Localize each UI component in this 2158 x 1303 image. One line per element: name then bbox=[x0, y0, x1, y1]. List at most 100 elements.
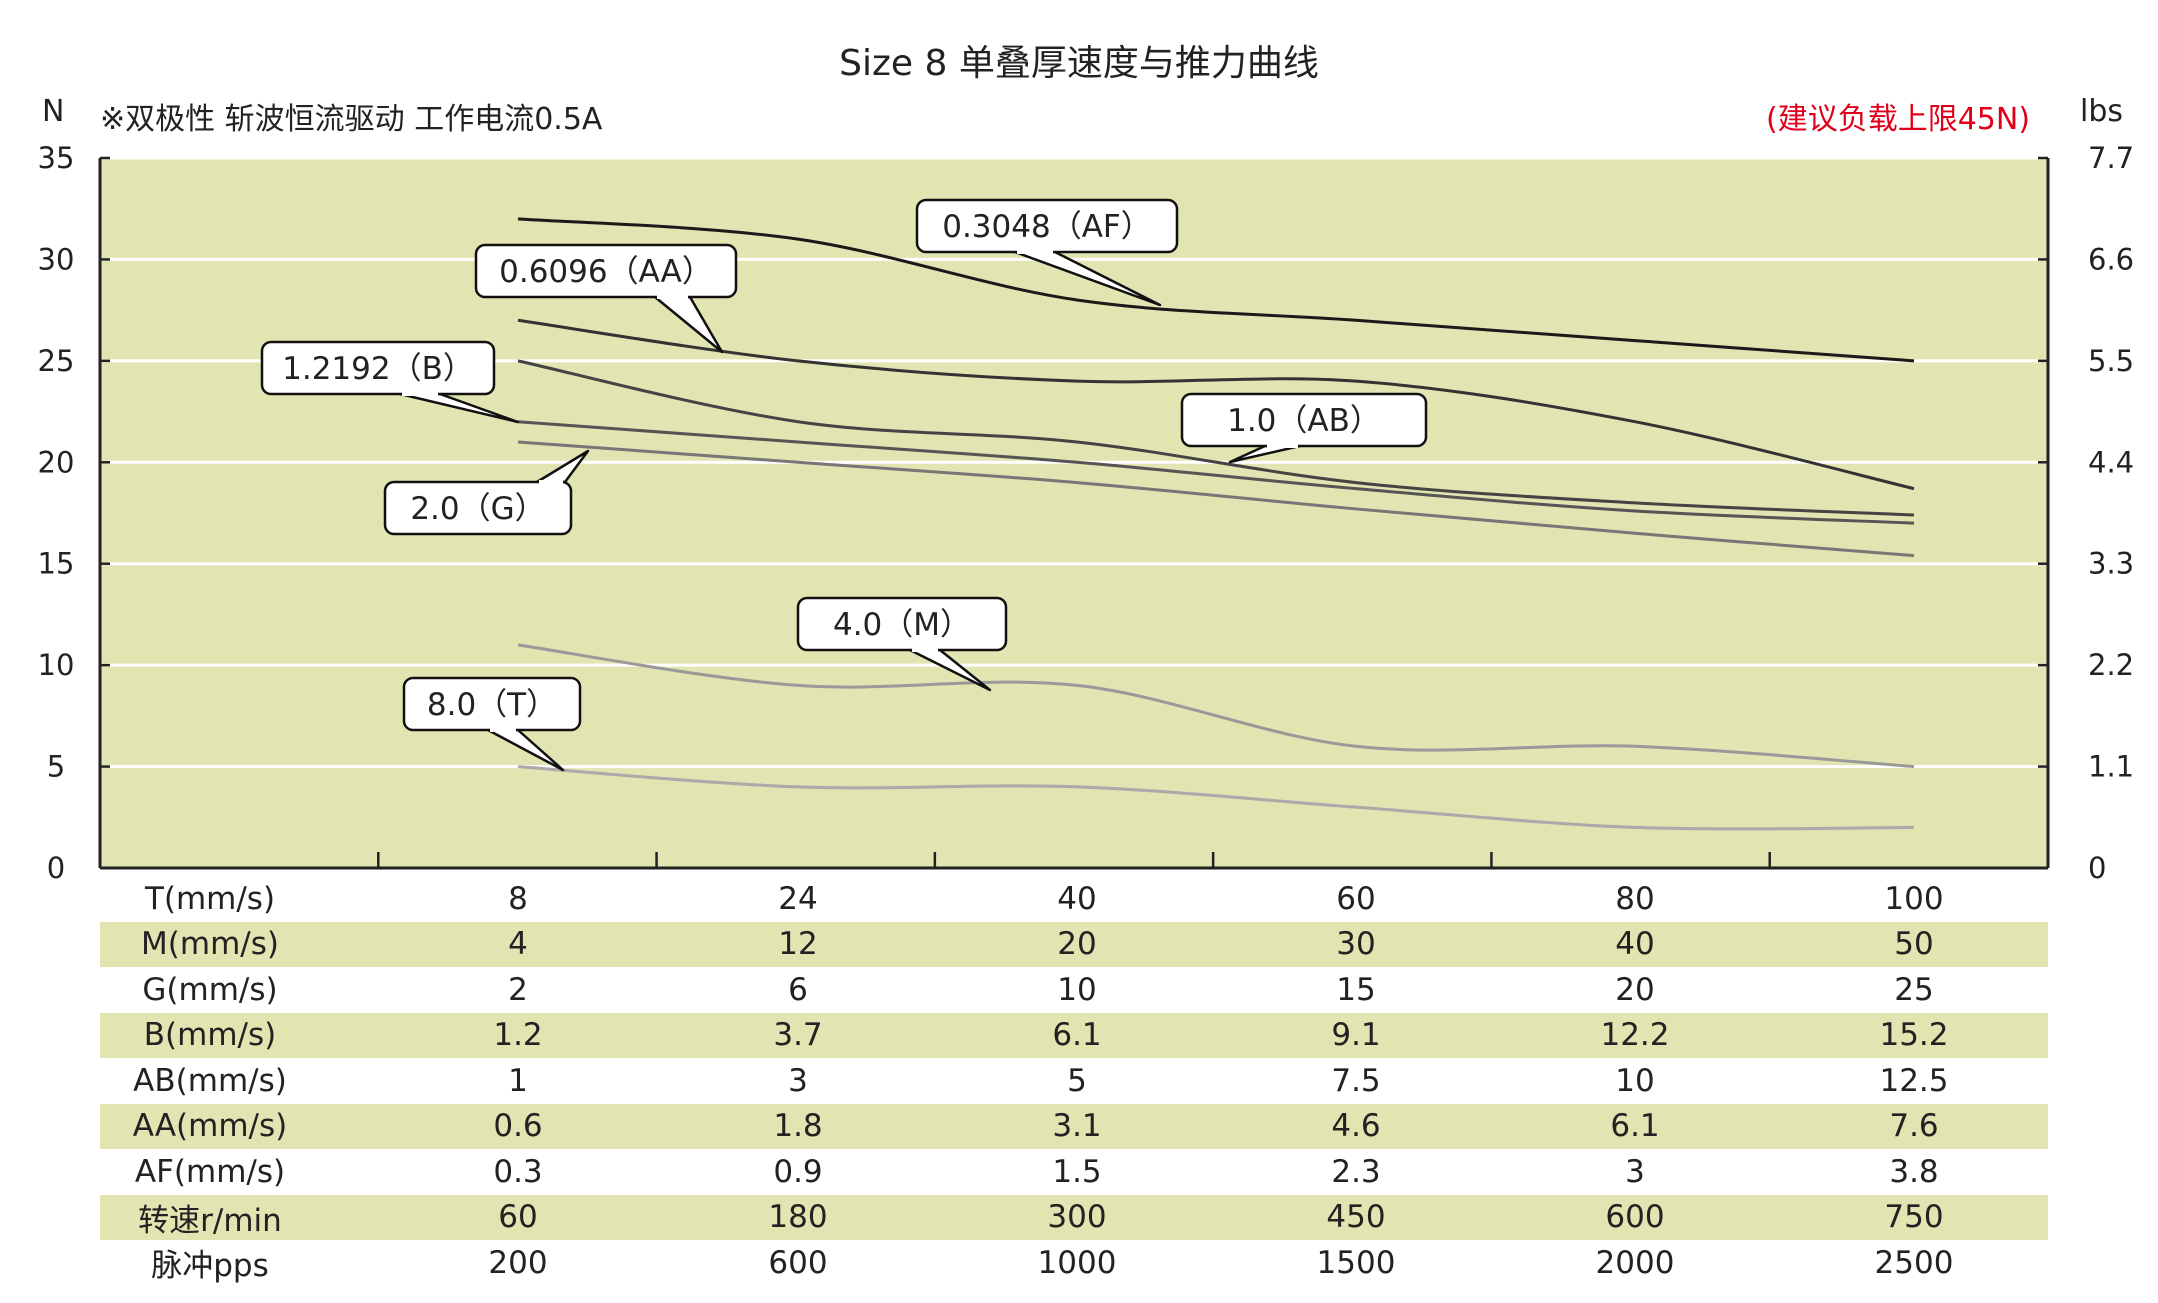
row-label: 脉冲pps bbox=[151, 1248, 269, 1285]
table-cell: 5 bbox=[1067, 1062, 1087, 1099]
table-cell: 200 bbox=[488, 1244, 548, 1281]
callout-label: 1.0（AB） bbox=[1227, 403, 1381, 439]
y-tick-label: 10 bbox=[38, 648, 75, 682]
table-cell: 10 bbox=[1615, 1062, 1655, 1099]
callout-label: 4.0（M） bbox=[833, 607, 971, 643]
table-row: T(mm/s) 8 24 40 60 80 100 bbox=[100, 876, 2048, 922]
table-cell: 7.5 bbox=[1331, 1062, 1381, 1099]
table-cell: 12 bbox=[778, 926, 818, 963]
y2-tick-label: 7.7 bbox=[2088, 141, 2134, 175]
table-row: G(mm/s) 2 6 10 15 20 25 bbox=[100, 967, 2048, 1013]
table-cell: 3.8 bbox=[1889, 1153, 1939, 1190]
y-tick-label: 35 bbox=[38, 141, 75, 175]
table-cell: 1.8 bbox=[773, 1108, 823, 1145]
table-cell: 60 bbox=[1336, 880, 1376, 917]
table-cell: 2000 bbox=[1595, 1244, 1675, 1281]
table-cell: 450 bbox=[1326, 1199, 1386, 1236]
table-cell: 60 bbox=[498, 1199, 538, 1236]
y-tick-label: 30 bbox=[38, 242, 75, 276]
table-cell: 4 bbox=[508, 926, 528, 963]
callout-label: 0.6096（AA） bbox=[499, 254, 713, 290]
y2-tick-label: 4.4 bbox=[2088, 445, 2134, 479]
table-cell: 12.5 bbox=[1879, 1062, 1949, 1099]
series-line bbox=[517, 217, 1915, 363]
series-line bbox=[517, 440, 1915, 558]
table-cell: 1.5 bbox=[1052, 1153, 1102, 1190]
table-cell: 1.2 bbox=[493, 1017, 543, 1054]
table-row: B(mm/s) 1.2 3.7 6.1 9.1 12.2 15.2 bbox=[100, 1012, 2048, 1058]
table-cell: 6.1 bbox=[1052, 1017, 1102, 1054]
table-cell: 30 bbox=[1336, 926, 1376, 963]
table-cell: 40 bbox=[1057, 880, 1097, 917]
table-cell: 180 bbox=[768, 1199, 828, 1236]
callout-label: 1.2192（B） bbox=[282, 351, 474, 387]
table-cell: 7.6 bbox=[1889, 1108, 1939, 1145]
speed-table: T(mm/s) 8 24 40 60 80 100 M(mm/s) 4 12 20 30 40 50 G(m… bbox=[100, 876, 2048, 1286]
table-row: M(mm/s) 4 12 20 30 40 50 bbox=[100, 921, 2048, 967]
table-row: 脉冲pps 200 600 1000 1500 2000 2500 bbox=[100, 1240, 2048, 1286]
table-cell: 15.2 bbox=[1879, 1017, 1949, 1054]
table-cell: 50 bbox=[1894, 926, 1934, 963]
table-cell: 750 bbox=[1884, 1199, 1944, 1236]
row-label: M(mm/s) bbox=[141, 926, 279, 963]
series-line bbox=[517, 765, 1915, 831]
callout-label: 8.0（T） bbox=[427, 687, 557, 723]
callout-box bbox=[1180, 392, 1428, 448]
series-line bbox=[517, 318, 1915, 491]
y2-tick-label: 5.5 bbox=[2088, 344, 2134, 378]
table-cell: 1 bbox=[508, 1062, 528, 1099]
row-label: B(mm/s) bbox=[143, 1017, 277, 1054]
table-cell: 10 bbox=[1057, 971, 1097, 1008]
table-cell: 2500 bbox=[1874, 1244, 1954, 1281]
y2-tick-label: 0 bbox=[2088, 851, 2106, 880]
table-cell: 1500 bbox=[1316, 1244, 1396, 1281]
y2-tick-label: 3.3 bbox=[2088, 547, 2134, 581]
series-line bbox=[517, 643, 1915, 769]
table-cell: 0.6 bbox=[493, 1108, 543, 1145]
speed-thrust-chart: 0 0 5 1.1 10 2.2 15 3.3 20 4.4 25 5.5 30 6.6 35 7.7 0.30… bbox=[38, 141, 2135, 880]
table-cell: 0.3 bbox=[493, 1153, 543, 1190]
callout-box bbox=[383, 480, 573, 536]
table-cell: 100 bbox=[1884, 880, 1944, 917]
table-cell: 3.1 bbox=[1052, 1108, 1102, 1145]
drive-note: ※双极性 斩波恒流驱动 工作电流0.5A bbox=[100, 102, 603, 137]
y-tick-label: 5 bbox=[47, 750, 65, 784]
y-tick-label: 15 bbox=[38, 547, 75, 581]
table-row: AB(mm/s) 1 3 5 7.5 10 12.5 bbox=[100, 1058, 2048, 1104]
table-row: AA(mm/s) 0.6 1.8 3.1 4.6 6.1 7.6 bbox=[100, 1103, 2048, 1149]
callout-box bbox=[796, 596, 1008, 652]
row-label: AB(mm/s) bbox=[133, 1062, 287, 1099]
table-cell: 3 bbox=[788, 1062, 808, 1099]
row-label: AF(mm/s) bbox=[134, 1153, 286, 1190]
row-label: T(mm/s) bbox=[144, 880, 276, 917]
table-cell: 40 bbox=[1615, 926, 1655, 963]
load-limit-note: (建议负载上限45N) bbox=[1766, 102, 2031, 137]
y-tick-label: 20 bbox=[38, 445, 75, 479]
table-cell: 15 bbox=[1336, 971, 1376, 1008]
y-tick-label: 25 bbox=[38, 344, 75, 378]
row-label: G(mm/s) bbox=[142, 971, 278, 1008]
table-cell: 25 bbox=[1894, 971, 1934, 1008]
series-line bbox=[517, 420, 1915, 525]
table-cell: 24 bbox=[778, 880, 818, 917]
table-cell: 9.1 bbox=[1331, 1017, 1381, 1054]
table-cell: 300 bbox=[1047, 1199, 1107, 1236]
table-cell: 0.9 bbox=[773, 1153, 823, 1190]
table-row: 转速r/min 60 180 300 450 600 750 bbox=[100, 1194, 2048, 1240]
table-cell: 3 bbox=[1625, 1153, 1645, 1190]
chart-title: Size 8 单叠厚速度与推力曲线 bbox=[839, 43, 1319, 84]
right-axis-unit: lbs bbox=[2080, 94, 2124, 129]
y2-tick-label: 2.2 bbox=[2088, 648, 2134, 682]
table-cell: 2 bbox=[508, 971, 528, 1008]
y-tick-label: 0 bbox=[47, 851, 65, 880]
table-cell: 4.6 bbox=[1331, 1108, 1381, 1145]
table-row: AF(mm/s) 0.3 0.9 1.5 2.3 3 3.8 bbox=[100, 1149, 2048, 1195]
callout-box bbox=[474, 243, 738, 299]
series-line bbox=[517, 359, 1915, 517]
table-cell: 1000 bbox=[1037, 1244, 1117, 1281]
row-label: 转速r/min bbox=[138, 1202, 282, 1239]
table-cell: 20 bbox=[1057, 926, 1097, 963]
table-cell: 12.2 bbox=[1600, 1017, 1670, 1054]
row-label: AA(mm/s) bbox=[132, 1108, 288, 1145]
callout-label: 2.0（G） bbox=[410, 491, 545, 527]
